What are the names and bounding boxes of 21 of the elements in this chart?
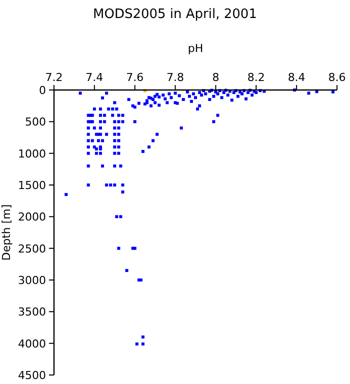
x-tick-label: 7.8 bbox=[166, 71, 184, 84]
y-tick-label: 4000 bbox=[18, 337, 46, 350]
y-tick-label: 4500 bbox=[18, 369, 46, 382]
x-tick-label: 7.6 bbox=[126, 71, 144, 84]
y-tick-label: 3500 bbox=[18, 306, 46, 319]
x-tick-label: 7.2 bbox=[45, 71, 63, 84]
y-tick-label: 0 bbox=[39, 84, 46, 97]
y-tick-label: 500 bbox=[25, 116, 46, 129]
y-tick-label: 2500 bbox=[18, 242, 46, 256]
x-tick-label: 8.2 bbox=[247, 71, 265, 84]
y-axis-title: Depth [m] bbox=[0, 204, 13, 261]
x-tick-label: 8.6 bbox=[328, 71, 346, 84]
y-tick-label: 1000 bbox=[18, 147, 46, 160]
x-tick-label: 8 bbox=[212, 71, 220, 84]
y-tick-label: 3000 bbox=[18, 274, 46, 287]
x-axis-title: pH bbox=[188, 42, 204, 55]
x-tick-label: 8.4 bbox=[288, 71, 306, 84]
y-tick-label: 2000 bbox=[18, 210, 46, 224]
y-tick-label: 1500 bbox=[18, 179, 46, 192]
chart-title: MODS2005 in April, 2001 bbox=[93, 7, 257, 22]
x-tick-label: 7.4 bbox=[86, 71, 104, 84]
